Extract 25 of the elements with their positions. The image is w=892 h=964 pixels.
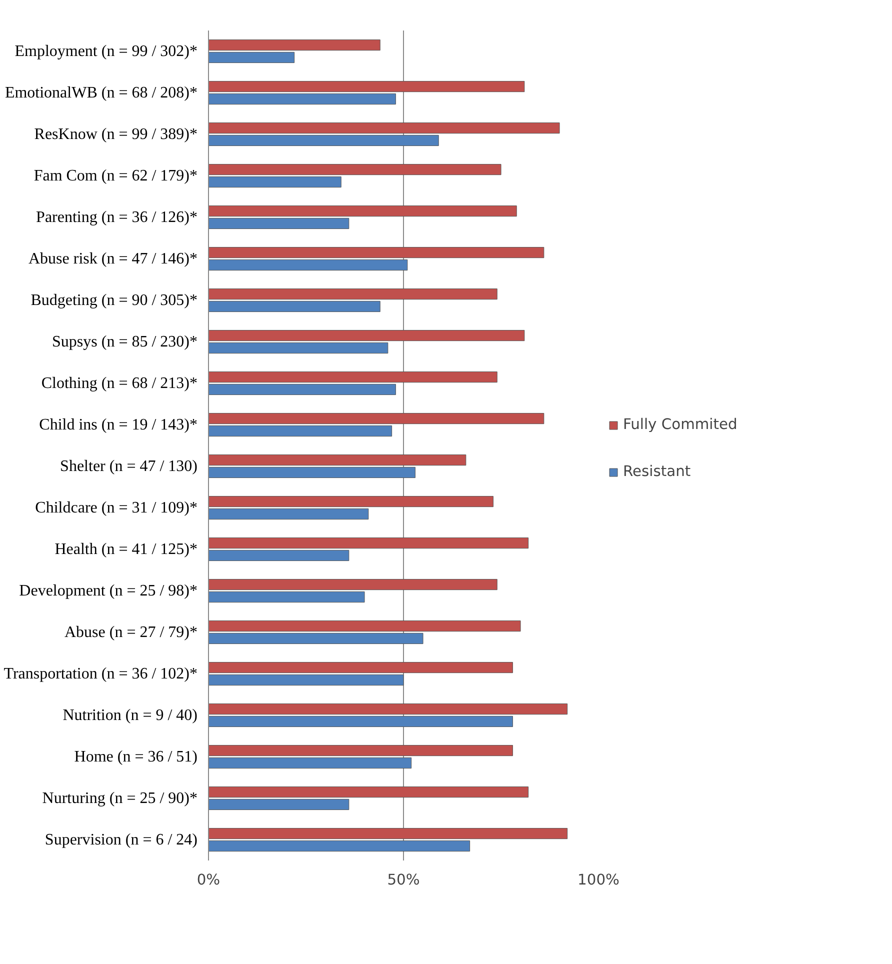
x-tick-label: 100% xyxy=(578,872,620,888)
y-tick-label: Nutrition (n = 9 / 40) xyxy=(62,706,198,724)
y-tick-label: Employment (n = 99 / 302)* xyxy=(14,42,198,60)
y-tick-label: Home (n = 36 / 51) xyxy=(74,748,198,766)
y-tick-label: Supsys (n = 85 / 230)* xyxy=(52,333,198,350)
legend-label: Resistant xyxy=(623,463,691,480)
y-tick-label: Development (n = 25 / 98)* xyxy=(19,582,198,600)
y-tick-label: Abuse risk (n = 47 / 146)* xyxy=(28,250,198,268)
y-tick-label: EmotionalWB (n = 68 / 208)* xyxy=(4,84,198,102)
y-tick-label: Transportation (n = 36 / 102)* xyxy=(4,665,198,682)
y-tick-label: Clothing (n = 68 / 213)* xyxy=(41,374,198,392)
y-tick-label: Supervision (n = 6 / 24) xyxy=(44,831,198,848)
y-tick-label: Abuse (n = 27 / 79)* xyxy=(64,624,198,641)
y-tick-label: Childcare (n = 31 / 109)* xyxy=(35,499,198,516)
legend-label: Fully Commited xyxy=(623,416,738,433)
y-tick-label: Fam Com (n = 62 / 179)* xyxy=(34,167,198,184)
y-tick-label: Budgeting (n = 90 / 305)* xyxy=(30,292,198,309)
x-tick-label: 0% xyxy=(196,872,220,888)
y-tick-label: Nurturing (n = 25 / 90)* xyxy=(42,790,198,807)
y-tick-label: Child ins (n = 19 / 143)* xyxy=(39,416,198,434)
y-tick-label: Parenting (n = 36 / 126)* xyxy=(36,208,198,226)
y-tick-label: ResKnow (n = 99 / 389)* xyxy=(34,126,198,143)
x-tick-label: 50% xyxy=(387,872,420,888)
y-tick-label: Health (n = 41 / 125)* xyxy=(54,540,198,558)
y-tick-label: Shelter (n = 47 / 130) xyxy=(60,458,198,475)
